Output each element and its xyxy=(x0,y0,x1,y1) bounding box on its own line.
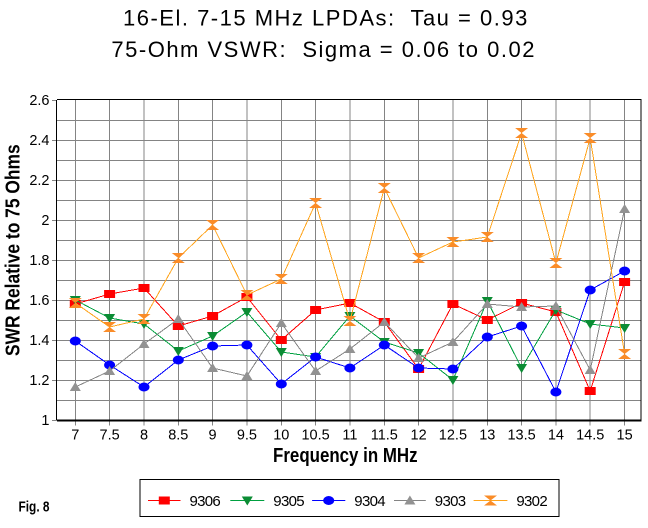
svg-text:14.5: 14.5 xyxy=(576,428,604,444)
svg-text:1: 1 xyxy=(41,413,49,429)
svg-text:11.5: 11.5 xyxy=(371,428,398,444)
svg-text:7: 7 xyxy=(71,428,79,444)
svg-text:2: 2 xyxy=(41,213,49,229)
svg-text:2.6: 2.6 xyxy=(29,93,49,109)
svg-text:1.4: 1.4 xyxy=(29,333,49,349)
svg-text:75-Ohm VSWR: Sigma = 0.06 to: 75-Ohm VSWR: Sigma = 0.06 to 0.02 xyxy=(111,37,536,62)
svg-text:9303: 9303 xyxy=(435,493,466,510)
svg-text:14: 14 xyxy=(548,428,564,444)
svg-text:9306: 9306 xyxy=(190,493,221,510)
svg-text:1.8: 1.8 xyxy=(29,253,49,269)
svg-text:8: 8 xyxy=(140,428,148,444)
svg-text:15: 15 xyxy=(617,428,633,444)
svg-text:9302: 9302 xyxy=(516,493,547,510)
svg-text:11: 11 xyxy=(342,428,357,444)
svg-text:Fig. 8: Fig. 8 xyxy=(19,498,50,514)
svg-text:16-El. 7-15 MHz LPDAs: Tau =: 16-El. 7-15 MHz LPDAs: Tau = 0.93 xyxy=(123,6,529,31)
svg-text:2.4: 2.4 xyxy=(29,133,49,149)
svg-text:9.5: 9.5 xyxy=(237,428,257,444)
svg-text:13.5: 13.5 xyxy=(507,428,535,444)
svg-text:2.2: 2.2 xyxy=(29,173,49,189)
svg-text:10.5: 10.5 xyxy=(301,428,329,444)
svg-text:10: 10 xyxy=(273,428,289,444)
svg-text:13: 13 xyxy=(479,428,495,444)
svg-text:Frequency in MHz: Frequency in MHz xyxy=(273,444,418,467)
svg-text:12.5: 12.5 xyxy=(439,428,467,444)
svg-text:SWR Relative to 75 Ohms: SWR Relative to 75 Ohms xyxy=(2,144,24,356)
svg-text:9305: 9305 xyxy=(273,493,304,510)
svg-text:1.6: 1.6 xyxy=(29,293,49,309)
svg-text:7.5: 7.5 xyxy=(100,428,120,444)
svg-text:1.2: 1.2 xyxy=(29,373,49,389)
svg-text:9304: 9304 xyxy=(354,493,385,510)
svg-text:12: 12 xyxy=(411,428,427,444)
svg-text:8.5: 8.5 xyxy=(168,428,188,444)
svg-text:9: 9 xyxy=(209,428,217,444)
